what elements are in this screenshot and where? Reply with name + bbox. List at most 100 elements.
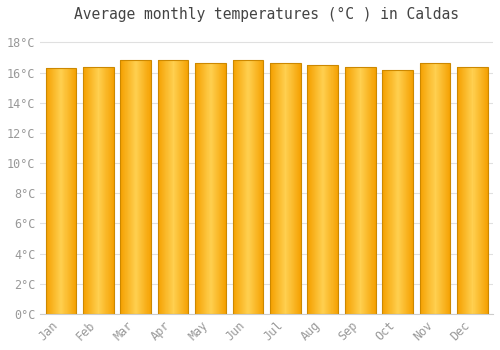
Bar: [120, 61, 121, 314]
Bar: [286, 63, 287, 314]
Bar: [474, 66, 475, 314]
Bar: [420, 63, 450, 314]
Bar: [404, 70, 405, 314]
Bar: [445, 63, 446, 314]
Bar: [160, 61, 161, 314]
Bar: [87, 66, 88, 314]
Bar: [158, 61, 159, 314]
Bar: [140, 61, 141, 314]
Bar: [49, 68, 50, 314]
Bar: [427, 63, 428, 314]
Bar: [321, 65, 322, 314]
Bar: [173, 61, 174, 314]
Bar: [143, 61, 144, 314]
Bar: [403, 70, 404, 314]
Bar: [224, 63, 225, 314]
Bar: [465, 66, 466, 314]
Bar: [60, 68, 61, 314]
Bar: [290, 63, 291, 314]
Bar: [473, 66, 474, 314]
Bar: [388, 70, 389, 314]
Bar: [325, 65, 326, 314]
Bar: [486, 66, 487, 314]
Bar: [292, 63, 293, 314]
Bar: [371, 66, 372, 314]
Bar: [144, 61, 145, 314]
Bar: [374, 66, 375, 314]
Bar: [320, 65, 321, 314]
Bar: [309, 65, 310, 314]
Bar: [280, 63, 281, 314]
Bar: [459, 66, 460, 314]
Bar: [298, 63, 299, 314]
Bar: [441, 63, 442, 314]
Bar: [103, 66, 104, 314]
Bar: [271, 63, 272, 314]
Bar: [457, 66, 488, 314]
Bar: [212, 63, 213, 314]
Bar: [446, 63, 447, 314]
Bar: [278, 63, 280, 314]
Bar: [171, 61, 172, 314]
Bar: [136, 61, 138, 314]
Bar: [236, 61, 237, 314]
Bar: [409, 70, 410, 314]
Bar: [216, 63, 217, 314]
Bar: [318, 65, 319, 314]
Bar: [186, 61, 187, 314]
Bar: [345, 66, 376, 314]
Bar: [362, 66, 363, 314]
Bar: [199, 63, 200, 314]
Bar: [147, 61, 148, 314]
Bar: [104, 66, 105, 314]
Bar: [110, 66, 111, 314]
Bar: [478, 66, 479, 314]
Bar: [330, 65, 331, 314]
Bar: [382, 70, 383, 314]
Bar: [221, 63, 222, 314]
Bar: [124, 61, 125, 314]
Bar: [178, 61, 179, 314]
Bar: [440, 63, 441, 314]
Bar: [324, 65, 325, 314]
Bar: [101, 66, 102, 314]
Bar: [425, 63, 426, 314]
Bar: [368, 66, 369, 314]
Bar: [282, 63, 283, 314]
Bar: [259, 61, 260, 314]
Bar: [179, 61, 180, 314]
Bar: [251, 61, 252, 314]
Bar: [126, 61, 127, 314]
Bar: [296, 63, 297, 314]
Bar: [84, 66, 85, 314]
Bar: [176, 61, 177, 314]
Bar: [123, 61, 124, 314]
Bar: [481, 66, 482, 314]
Bar: [90, 66, 91, 314]
Bar: [109, 66, 110, 314]
Bar: [223, 63, 224, 314]
Bar: [449, 63, 450, 314]
Bar: [476, 66, 477, 314]
Bar: [464, 66, 465, 314]
Bar: [353, 66, 354, 314]
Bar: [210, 63, 211, 314]
Bar: [334, 65, 335, 314]
Bar: [214, 63, 215, 314]
Bar: [424, 63, 425, 314]
Bar: [458, 66, 459, 314]
Bar: [57, 68, 58, 314]
Bar: [149, 61, 150, 314]
Bar: [438, 63, 439, 314]
Bar: [336, 65, 337, 314]
Bar: [97, 66, 98, 314]
Bar: [240, 61, 241, 314]
Bar: [397, 70, 398, 314]
Bar: [367, 66, 368, 314]
Bar: [405, 70, 406, 314]
Bar: [442, 63, 443, 314]
Bar: [487, 66, 488, 314]
Bar: [308, 65, 338, 314]
Bar: [475, 66, 476, 314]
Bar: [315, 65, 316, 314]
